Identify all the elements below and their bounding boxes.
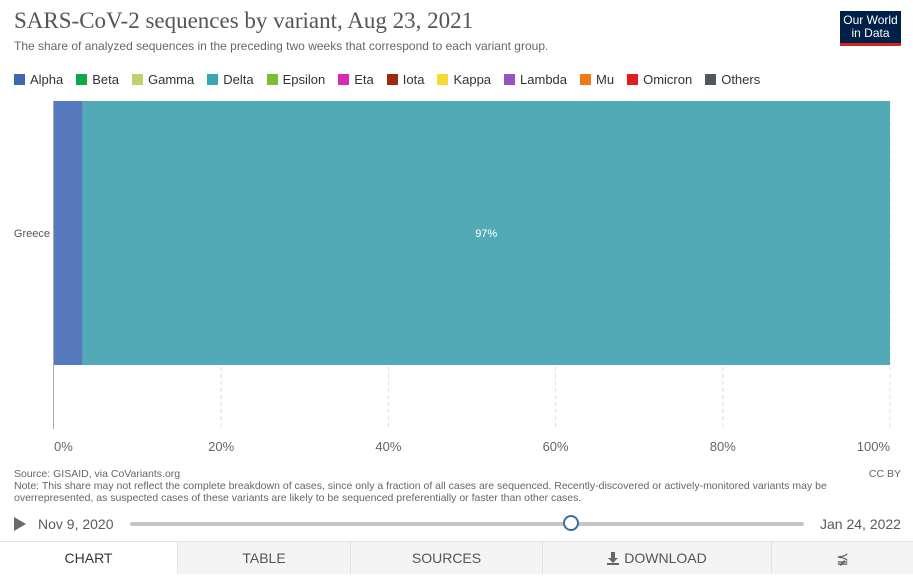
timeline-end-label: Jan 24, 2022 <box>820 516 901 532</box>
share-icon: ⪵ <box>836 550 849 567</box>
legend-label: Kappa <box>453 71 492 87</box>
legend-swatch <box>76 73 88 85</box>
legend-label: Alpha <box>30 71 64 87</box>
timeline-handle[interactable] <box>562 515 579 531</box>
legend-swatch <box>338 73 350 85</box>
tab-bar: CHART TABLE SOURCES DOWNLOAD ⪵ <box>0 541 913 574</box>
bar-delta <box>82 101 890 365</box>
legend-label: Delta <box>223 71 254 87</box>
tab-sources-label: SOURCES <box>411 550 482 566</box>
legend-item-gamma[interactable]: Gamma <box>132 72 194 87</box>
tab-chart-label: CHART <box>64 550 113 566</box>
legend-label: Epsilon <box>282 71 326 87</box>
timeline-start-label: Nov 9, 2020 <box>38 516 114 532</box>
legend-swatch <box>580 73 592 85</box>
legend-item-alpha[interactable]: Alpha <box>14 72 63 87</box>
x-tick-label: 0% <box>54 439 73 454</box>
x-tick-label: 20% <box>208 439 234 454</box>
legend-item-delta[interactable]: Delta <box>207 71 254 87</box>
timeline: Nov 9, 2020 Jan 24, 2022 <box>0 512 913 536</box>
legend-label: Omicron <box>643 71 693 87</box>
x-tick-label: 100% <box>857 439 891 454</box>
tab-download[interactable]: DOWNLOAD <box>542 542 771 574</box>
logo-line-1: Our World <box>843 13 898 27</box>
timeline-track[interactable] <box>130 522 804 526</box>
legend-swatch <box>705 73 717 85</box>
legend-label: Mu <box>596 71 615 87</box>
legend-label: Iota <box>402 71 425 87</box>
legend-item-mu[interactable]: Mu <box>580 72 614 87</box>
logo-line-2: in Data <box>851 26 890 40</box>
legend: Alpha Beta Gamma Delta Epsilon Eta Iota Kappa La… <box>14 71 773 87</box>
legend-swatch <box>14 73 25 85</box>
legend-label: Gamma <box>148 71 195 87</box>
chart-title: SARS-CoV-2 sequences by variant, Aug 23,… <box>14 8 474 33</box>
chart-footer: Source: GISAID, via CoVariants.org Note:… <box>14 468 901 504</box>
chart-area: 97% Greece 0% 20% 40% 60% 80% 100% <box>14 101 891 454</box>
legend-item-others[interactable]: Others <box>705 72 760 87</box>
chart-subtitle: The share of analyzed sequences in the p… <box>14 39 549 53</box>
legend-item-iota[interactable]: Iota <box>386 71 425 87</box>
category-label: Greece <box>14 228 50 240</box>
legend-item-omicron[interactable]: Omicron <box>627 72 692 87</box>
legend-swatch <box>266 73 278 85</box>
legend-swatch <box>132 73 143 85</box>
tab-sources[interactable]: SOURCES <box>350 542 542 574</box>
legend-swatch <box>504 73 516 85</box>
legend-label: Lambda <box>520 71 568 87</box>
legend-label: Eta <box>354 71 374 87</box>
legend-item-beta[interactable]: Beta <box>76 72 119 87</box>
tab-table-label: TABLE <box>242 550 286 566</box>
legend-item-eta[interactable]: Eta <box>338 72 374 87</box>
x-tick-label: 40% <box>375 439 401 454</box>
legend-item-epsilon[interactable]: Epsilon <box>266 71 326 87</box>
legend-item-kappa[interactable]: Kappa <box>437 72 491 87</box>
legend-label: Others <box>721 71 761 87</box>
legend-swatch <box>207 73 219 85</box>
play-icon[interactable] <box>14 517 26 531</box>
x-tick-label: 80% <box>710 439 736 454</box>
tab-table[interactable]: TABLE <box>177 542 350 574</box>
legend-item-lambda[interactable]: Lambda <box>504 72 567 87</box>
license-text[interactable]: CC BY <box>868 468 901 480</box>
legend-swatch <box>437 73 449 85</box>
note-text: Note: This share may not reflect the com… <box>14 480 827 504</box>
bar-alpha <box>54 101 83 365</box>
tab-chart[interactable]: CHART <box>0 542 177 574</box>
x-tick-label: 60% <box>543 439 569 454</box>
legend-swatch <box>386 73 398 85</box>
share-button[interactable]: ⪵ <box>771 542 913 574</box>
legend-swatch <box>627 73 639 85</box>
data-label-delta: 97% <box>475 228 497 240</box>
download-icon <box>607 551 620 565</box>
owid-logo[interactable]: Our World in Data <box>840 11 901 46</box>
legend-label: Beta <box>92 71 119 87</box>
source-text: Source: GISAID, via CoVariants.org <box>14 468 181 480</box>
tab-download-label: DOWNLOAD <box>624 550 707 566</box>
